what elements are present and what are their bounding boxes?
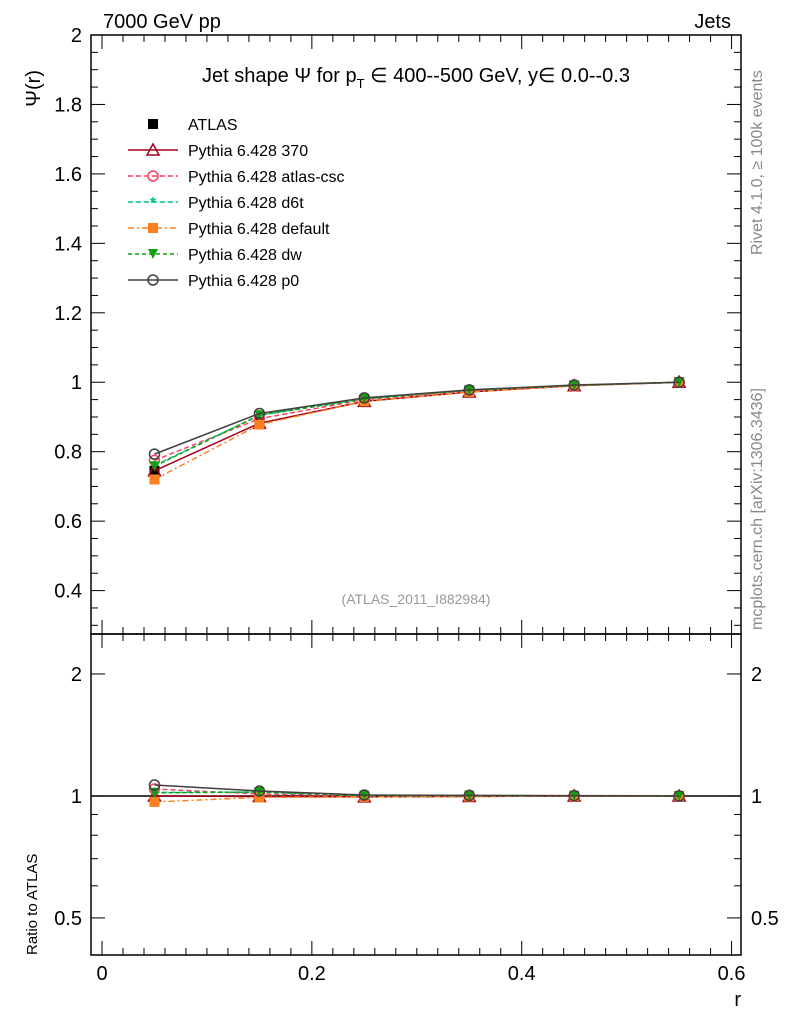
series-5-ratio-point [568, 789, 580, 802]
series-5-ratio-line [154, 784, 680, 797]
legend-marker: * [150, 195, 157, 212]
y-tick-label: 1.4 [54, 233, 82, 255]
series-4-ratio-point [254, 787, 265, 798]
series-4-point [359, 393, 370, 404]
series-5-point [358, 392, 371, 404]
legend-label: Pythia 6.428 p0 [188, 273, 299, 290]
y-tick-label: 0.4 [54, 581, 82, 603]
ratio-y-axis-label: Ratio to ATLAS [24, 854, 41, 955]
legend-label-atlas: ATLAS [188, 117, 238, 134]
legend-label: Pythia 6.428 d6t [188, 195, 304, 212]
ratio-y-tick-label: 2 [71, 664, 82, 686]
series-5-ratio-point [463, 789, 475, 802]
series-5-point [148, 448, 161, 460]
series-3-point [254, 419, 265, 430]
ratio-y-tick-label-right: 0.5 [751, 908, 779, 930]
series-4-point [149, 461, 160, 472]
x-tick-label: 0.2 [298, 963, 326, 985]
series-5-line [154, 381, 680, 455]
ratio-y-tick-label-right: 1 [751, 786, 762, 808]
series-5-ratio-point [358, 789, 371, 801]
series-3-ratio-point [149, 796, 160, 807]
y-tick-label: 2 [71, 25, 82, 47]
series-3-ratio-point [254, 792, 265, 803]
ratio-frame [90, 633, 742, 956]
mcplots-text: mcplots.cern.ch [arXiv:1306.3436] [749, 388, 766, 630]
header-left: 7000 GeV pp [103, 11, 221, 33]
legend-marker [147, 274, 159, 286]
ratio-y-tick-label-right: 2 [751, 664, 762, 686]
y-tick-label: 1.8 [54, 94, 82, 116]
series-5-ratio-point [673, 790, 685, 802]
y-axis-label: Ψ(r) [23, 70, 45, 107]
x-tick-label: 0.4 [508, 963, 536, 985]
y-tick-label: 1.6 [54, 164, 82, 186]
legend-marker [147, 170, 159, 182]
y-tick-label: 1.2 [54, 303, 82, 325]
ratio-y-tick-label: 1 [71, 786, 82, 808]
x-tick-label: 0 [96, 963, 107, 985]
legend-label: Pythia 6.428 dw [188, 247, 302, 264]
y-tick-label: 1 [71, 372, 82, 394]
legend-marker-atlas [148, 119, 158, 129]
rivet-version-text: Rivet 4.1.0, ≥ 100k events [749, 70, 766, 255]
legend-marker [145, 142, 161, 156]
x-axis-label: r [734, 989, 741, 1011]
x-tick-label: 0.6 [718, 963, 746, 985]
header-right: Jets [694, 11, 731, 33]
series-5-point [568, 379, 580, 391]
analysis-label: (ATLAS_2011_I882984) [342, 591, 491, 607]
legend-label: Pythia 6.428 atlas-csc [188, 169, 345, 186]
series-5-point [253, 407, 266, 420]
legend-label: Pythia 6.428 370 [188, 143, 308, 160]
series-5-point [673, 376, 685, 388]
series-3-point [149, 474, 160, 485]
legend-marker [148, 249, 158, 259]
series-4-ratio-point [149, 787, 160, 798]
legend-marker [148, 223, 158, 233]
ratio-y-tick-label: 0.5 [54, 908, 82, 930]
series-5-ratio-point [253, 785, 266, 797]
chart-title: Jet shape Ψ for pT ∈ 400--500 GeV, y∈ 0.… [202, 65, 630, 91]
y-tick-label: 0.6 [54, 511, 82, 533]
series-5-ratio-point [148, 779, 161, 791]
legend-label: Pythia 6.428 default [188, 221, 330, 238]
y-tick-label: 0.8 [54, 442, 82, 464]
series-5-point [463, 384, 475, 396]
